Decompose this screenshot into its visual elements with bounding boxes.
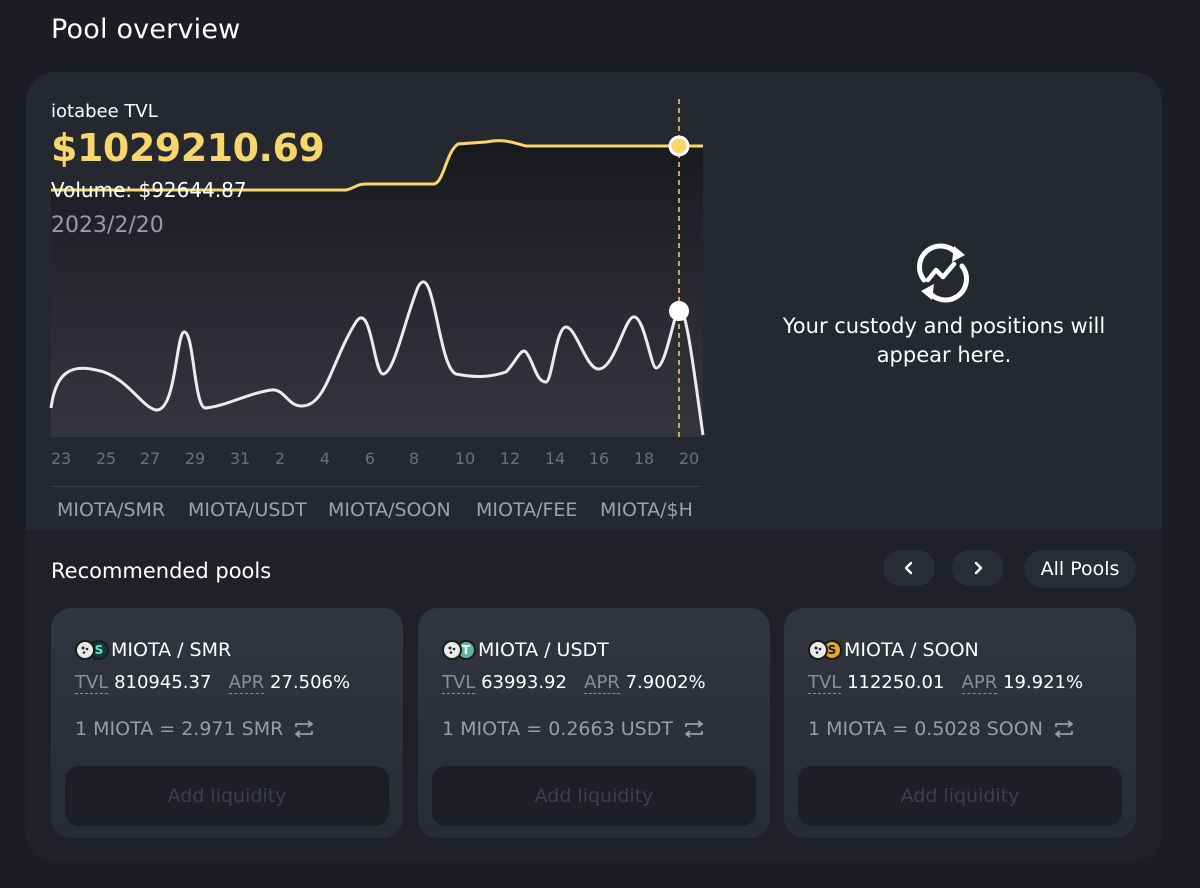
tvl-key[interactable]: TVL — [808, 672, 842, 694]
apr-key[interactable]: APR — [961, 672, 998, 694]
apr-amount: 27.506% — [270, 672, 351, 693]
pool-pair-name: MIOTA / SMR — [111, 639, 232, 661]
miota-coin-icon — [442, 640, 462, 660]
refresh-chart-icon — [917, 243, 969, 303]
tab-miota-h[interactable]: MIOTA/$H — [600, 499, 693, 521]
tab-miota-soon[interactable]: MIOTA/SOON — [328, 499, 451, 521]
x-tick-label: 6 — [364, 449, 376, 468]
apr-amount: 7.9002% — [625, 672, 706, 693]
chevron-left-icon — [904, 561, 913, 575]
volume-line — [49, 280, 705, 436]
x-tick-label: 23 — [50, 449, 72, 468]
x-tick-label: 29 — [184, 449, 206, 468]
x-tick-label: 8 — [408, 449, 420, 468]
tvl-amount: 63993.92 — [481, 672, 567, 693]
empty-state-text: Your custody and positions will appear h… — [782, 314, 1106, 367]
pool-pair-name: MIOTA / SOON — [844, 639, 979, 661]
apr-key[interactable]: APR — [584, 672, 620, 694]
pool-stats: TVL 63993.92 APR 7.9002% — [442, 672, 706, 694]
tabs-divider — [51, 486, 701, 487]
all-pools-button[interactable]: All Pools — [1024, 550, 1136, 588]
tvl-value: $1029210.69 — [51, 126, 325, 170]
chevron-right-icon — [974, 561, 983, 575]
tab-miota-smr[interactable]: MIOTA/SMR — [57, 499, 166, 521]
recommended-title: Recommended pools — [51, 559, 272, 583]
x-tick-label: 12 — [499, 449, 521, 468]
prev-button[interactable] — [883, 550, 935, 586]
chart-date: 2023/2/20 — [51, 213, 164, 238]
next-button[interactable] — [952, 550, 1004, 586]
x-tick-label: 2 — [274, 449, 286, 468]
add-liquidity-button[interactable]: Add liquidity — [65, 766, 389, 826]
swap-icon[interactable] — [1053, 720, 1075, 738]
miota-coin-icon — [808, 640, 828, 660]
pool-stats: TVL 112250.01 APR 19.921% — [808, 672, 1084, 694]
rate-text: 1 MIOTA = 2.971 SMR — [75, 718, 284, 740]
pool-stats: TVL 810945.37 APR 27.506% — [75, 672, 351, 694]
x-tick-label: 10 — [454, 449, 476, 468]
pool-card-header: S MIOTA / SOON — [808, 636, 979, 664]
tvl-marker — [668, 135, 690, 157]
page-title: Pool overview — [51, 14, 241, 45]
volume-value: Volume: $92644.87 — [51, 178, 247, 202]
apr-amount: 19.921% — [1003, 672, 1084, 693]
rate-text: 1 MIOTA = 0.5028 SOON — [808, 718, 1043, 740]
tvl-key[interactable]: TVL — [442, 672, 476, 694]
swap-icon[interactable] — [683, 720, 705, 738]
volume-marker — [669, 301, 689, 321]
x-tick-label: 20 — [678, 449, 700, 468]
pool-overview-panel: iotabee TVL $1029210.69 Volume: $92644.8… — [26, 72, 1162, 862]
pool-pair-name: MIOTA / USDT — [478, 639, 609, 661]
tvl-amount: 810945.37 — [114, 672, 212, 693]
tab-miota-usdt[interactable]: MIOTA/USDT — [188, 499, 307, 521]
pool-card-miota-usdt[interactable]: T MIOTA / USDT TVL 63993.92 APR 7.9002% … — [418, 608, 770, 838]
x-tick-label: 4 — [319, 449, 331, 468]
pool-rate: 1 MIOTA = 0.2663 USDT — [442, 718, 705, 740]
x-tick-label: 18 — [633, 449, 655, 468]
pool-rate: 1 MIOTA = 0.5028 SOON — [808, 718, 1075, 740]
x-tick-label: 16 — [588, 449, 610, 468]
apr-key[interactable]: APR — [228, 672, 265, 694]
pool-card-miota-smr[interactable]: S MIOTA / SMR TVL 810945.37 APR 27.506% … — [51, 608, 403, 838]
tvl-line — [51, 139, 703, 192]
tvl-chart[interactable] — [26, 72, 726, 452]
tvl-amount: 112250.01 — [847, 672, 945, 693]
tvl-key[interactable]: TVL — [75, 672, 109, 694]
add-liquidity-button[interactable]: Add liquidity — [798, 766, 1122, 826]
tab-miota-fee[interactable]: MIOTA/FEE — [476, 499, 578, 521]
x-tick-label: 31 — [229, 449, 251, 468]
swap-icon[interactable] — [293, 720, 315, 738]
pool-card-miota-soon[interactable]: S MIOTA / SOON TVL 112250.01 APR 19.921%… — [784, 608, 1136, 838]
x-tick-label: 27 — [139, 449, 161, 468]
pool-card-header: S MIOTA / SMR — [75, 636, 231, 664]
rate-text: 1 MIOTA = 0.2663 USDT — [442, 718, 673, 740]
x-tick-label: 14 — [544, 449, 566, 468]
miota-coin-icon — [75, 640, 95, 660]
pool-rate: 1 MIOTA = 2.971 SMR — [75, 718, 315, 740]
pool-card-header: T MIOTA / USDT — [442, 636, 609, 664]
tvl-area — [51, 140, 703, 437]
tvl-label: iotabee TVL — [51, 101, 158, 122]
x-tick-label: 25 — [95, 449, 117, 468]
add-liquidity-button[interactable]: Add liquidity — [432, 766, 756, 826]
